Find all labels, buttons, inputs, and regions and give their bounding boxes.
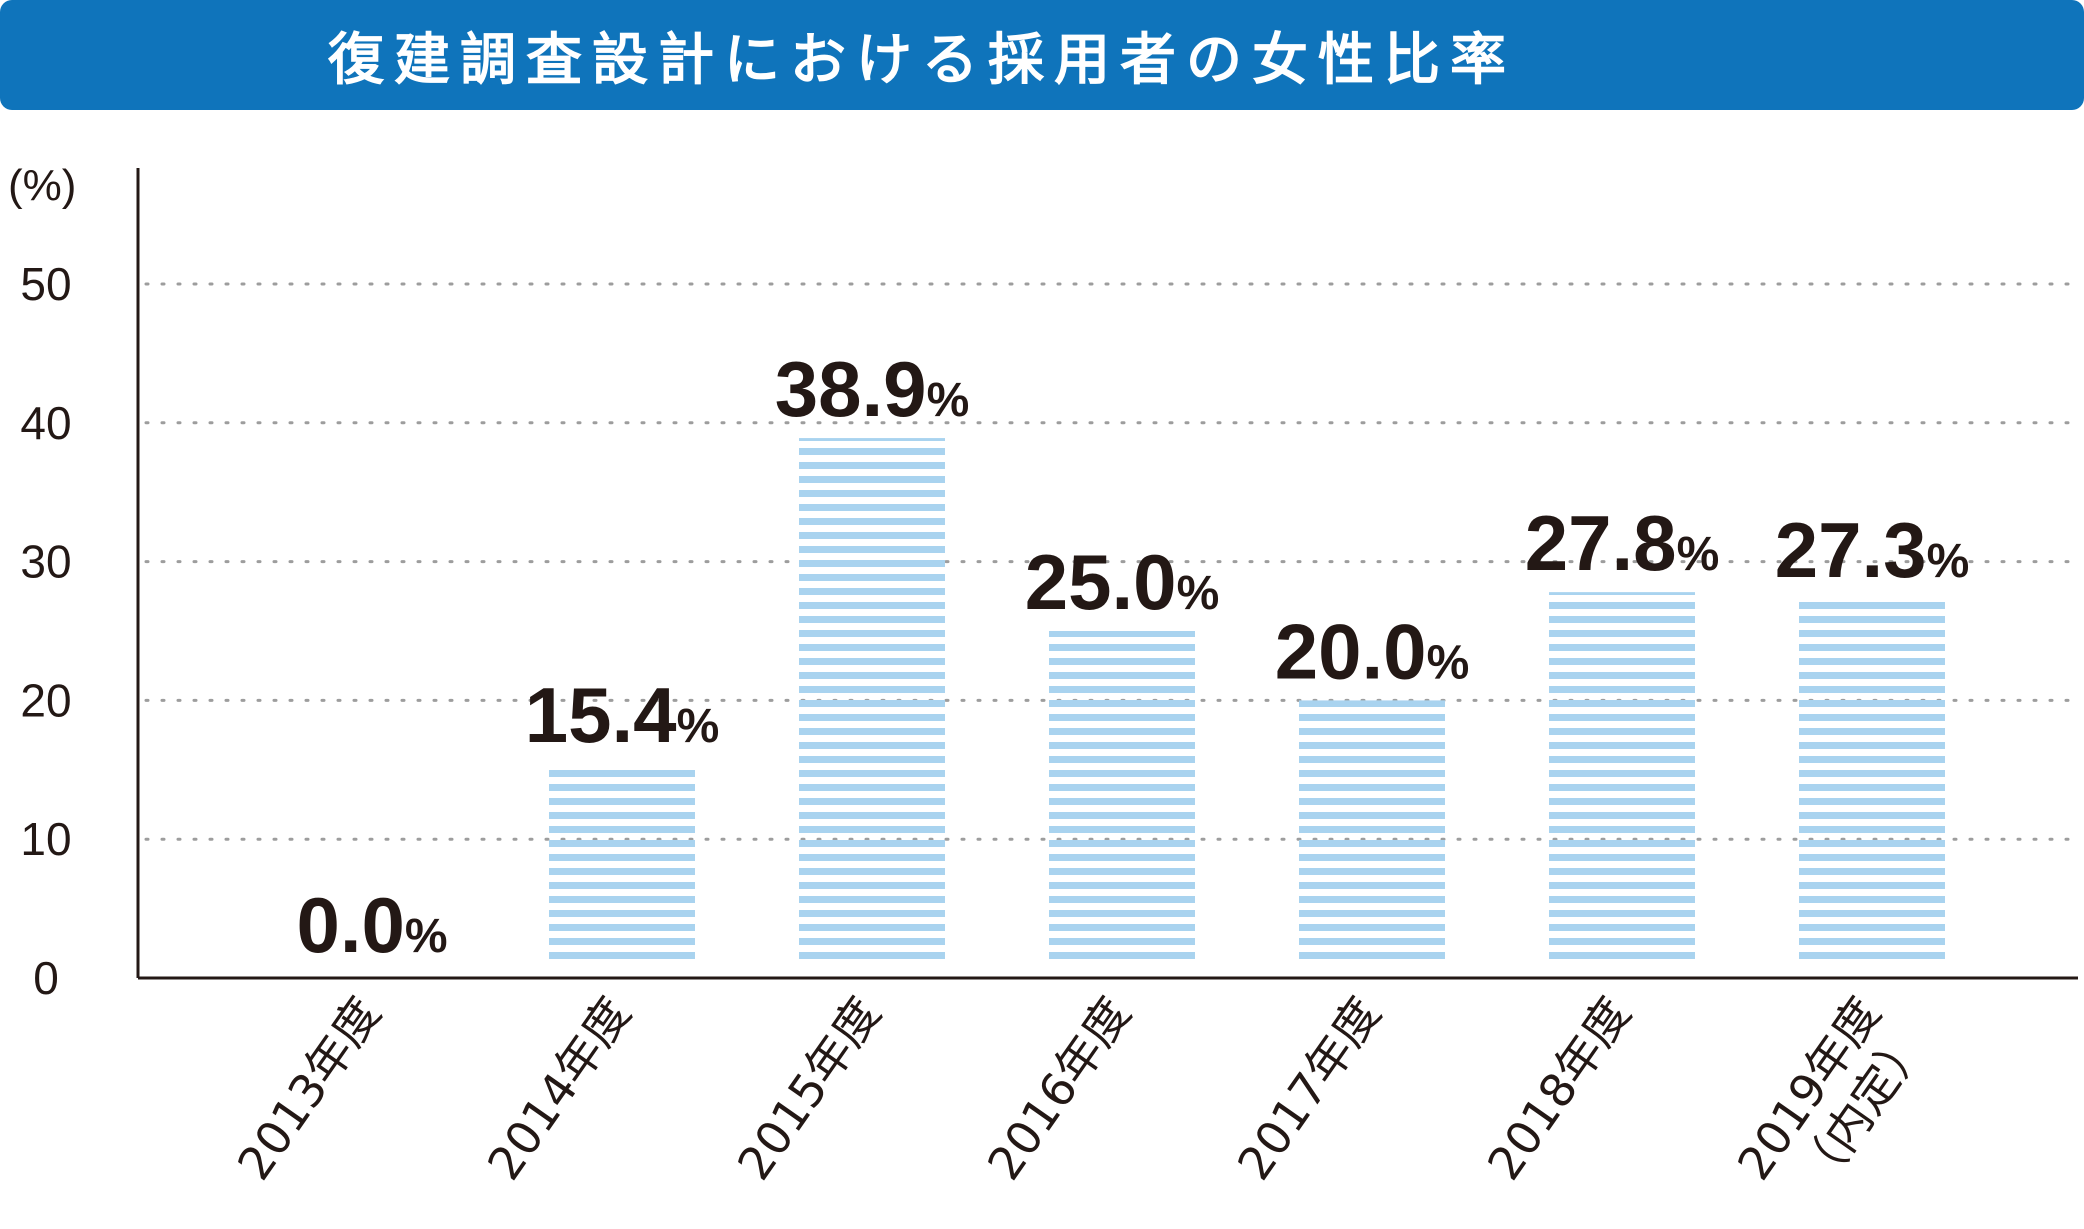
value-number: 38.9 — [775, 345, 927, 433]
category-label-1: 2014年度 — [477, 987, 641, 1189]
bar-2 — [799, 438, 945, 966]
value-label-3: 25.0% — [1025, 538, 1220, 626]
y-tick-label-30: 30 — [20, 536, 71, 588]
category-label-0: 2013年度 — [227, 987, 391, 1189]
bar-1 — [549, 764, 695, 966]
category-labels: 2013年度 2014年度 2015年度 2016年度 2017年度 2018年度 2019… — [227, 987, 1937, 1199]
y-tick-label-40: 40 — [20, 397, 71, 449]
value-unit: % — [405, 910, 448, 963]
category-label-2: 2015年度 — [727, 987, 891, 1189]
bar-4 — [1299, 700, 1445, 966]
y-tick-labels: 0 10 20 30 40 50 — [20, 258, 71, 1004]
value-unit: % — [1427, 636, 1470, 689]
y-tick-label-20: 20 — [20, 674, 71, 726]
value-number: 15.4 — [525, 671, 677, 759]
category-label-3: 2016年度 — [977, 987, 1141, 1189]
chart-title: 復建調査設計における採用者の女性比率 — [328, 27, 1516, 93]
grid-lines — [144, 282, 2080, 841]
value-unit: % — [927, 374, 970, 427]
y-tick-label-50: 50 — [20, 258, 71, 310]
bar-3 — [1049, 631, 1195, 966]
axes — [136, 168, 2078, 980]
y-tick-label-0: 0 — [33, 952, 59, 1004]
value-unit: % — [677, 700, 720, 753]
value-number: 27.3 — [1775, 506, 1927, 594]
value-number: 0.0 — [296, 881, 404, 969]
value-number: 20.0 — [1275, 607, 1427, 695]
value-label-6: 27.3% — [1775, 506, 1970, 594]
y-tick-label-10: 10 — [20, 813, 71, 865]
value-number: 25.0 — [1025, 538, 1177, 626]
bar-6 — [1799, 599, 1945, 966]
bars — [549, 438, 1945, 966]
bar-5 — [1549, 592, 1695, 966]
value-number: 27.8 — [1525, 499, 1677, 587]
category-label-4: 2017年度 — [1227, 987, 1391, 1189]
value-label-2: 38.9% — [775, 345, 970, 433]
value-unit: % — [1927, 535, 1970, 588]
y-axis-unit-label: (%) — [8, 161, 76, 210]
category-label-5: 2018年度 — [1477, 987, 1641, 1189]
value-unit: % — [1177, 567, 1220, 620]
title-banner: 復建調査設計における採用者の女性比率 — [0, 0, 2084, 110]
value-label-0: 0.0% — [296, 881, 447, 969]
value-label-4: 20.0% — [1275, 607, 1470, 695]
value-unit: % — [1677, 528, 1720, 581]
value-label-1: 15.4% — [525, 671, 720, 759]
value-labels: 0.0%15.4%38.9%25.0%20.0%27.8% 27.3% — [296, 345, 1969, 969]
value-label-5: 27.8% — [1525, 499, 1720, 587]
